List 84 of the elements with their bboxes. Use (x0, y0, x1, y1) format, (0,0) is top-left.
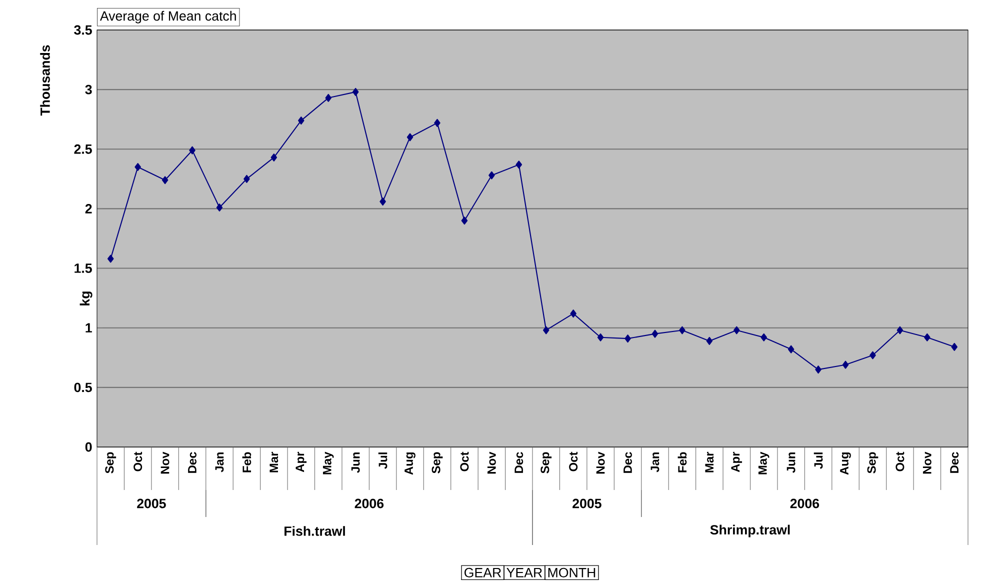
point (162, 176, 168, 184)
point (298, 116, 304, 125)
point (107, 254, 114, 263)
text: 2005 (572, 498, 602, 508)
x-tick-label: Oct (460, 452, 469, 472)
text: MONTH (548, 568, 596, 578)
point (542, 326, 550, 334)
point (679, 326, 686, 334)
y-tick-label: 1.5 (74, 264, 92, 273)
x-tick-label: May (758, 452, 770, 474)
point (924, 333, 930, 342)
point (488, 171, 495, 180)
x-tick-label: Dec (624, 452, 632, 473)
text: Shrimp.trawl (710, 524, 790, 538)
point (352, 88, 359, 96)
x-tick-label: Feb (678, 452, 687, 472)
y-tick-label: 1 (86, 323, 92, 332)
point (624, 334, 631, 343)
point (760, 333, 767, 342)
point (734, 326, 740, 334)
point (652, 330, 658, 338)
x-tick-label: Jan (215, 452, 224, 472)
point (270, 153, 278, 162)
x-tick-label: Feb (242, 452, 252, 472)
point (134, 163, 141, 172)
point (216, 204, 223, 212)
point (896, 326, 904, 334)
point (951, 342, 958, 351)
point (788, 345, 794, 354)
text: Average of Mean catch (100, 10, 236, 24)
text: 2006 (790, 498, 820, 508)
point (815, 366, 822, 374)
y-tick-label: 2.5 (74, 144, 92, 154)
x-tick-label: Mar (705, 452, 714, 472)
y-axis-title: kg (80, 292, 92, 306)
x-tick-label: Jun (786, 452, 796, 473)
point (870, 351, 876, 360)
point (380, 198, 386, 206)
point (325, 94, 332, 102)
point (434, 118, 440, 127)
x-tick-label: Mar (270, 452, 278, 472)
x-tick-label: Dec (188, 452, 196, 473)
text: Thousands (40, 45, 50, 116)
point (461, 216, 468, 225)
x-tick-label: Sep (867, 452, 878, 474)
text: 2006 (354, 498, 384, 508)
point (570, 310, 576, 318)
x-tick-label: Jul (814, 452, 823, 469)
text: GEAR (464, 568, 502, 578)
x-tick-label: May (322, 452, 334, 474)
point (706, 336, 713, 345)
x-tick-label: Nov (487, 452, 496, 474)
x-tick-label: Aug (840, 452, 851, 475)
x-tick-label: Jul (378, 452, 388, 469)
point (244, 174, 250, 183)
point (842, 360, 849, 369)
x-tick-label: Jan (650, 452, 660, 472)
x-tick-label: Sep (105, 452, 116, 474)
x-tick-label: Sep (432, 452, 443, 474)
x-tick-label: Nov (596, 452, 605, 474)
text: 2005 (137, 498, 166, 508)
y-tick-label: 3.5 (74, 25, 92, 35)
text: YEAR (506, 568, 542, 578)
x-tick-label: Aug (404, 452, 416, 475)
x-tick-label: Oct (569, 452, 578, 472)
x-tick-label: Oct (134, 452, 142, 472)
x-tick-label: Nov (922, 452, 932, 474)
point (406, 133, 414, 142)
x-tick-label: Apr (731, 452, 742, 472)
x-tick-label: Nov (160, 452, 170, 474)
x-tick-label: Jun (351, 452, 360, 473)
point (597, 333, 604, 342)
x-tick-label: Sep (540, 452, 552, 474)
point (516, 160, 522, 169)
y-tick-label: 3 (85, 84, 92, 94)
x-tick-label: Dec (514, 452, 524, 473)
x-tick-label: Oct (896, 452, 904, 472)
text: Fish.trawl (284, 526, 345, 536)
x-tick-label: Dec (950, 452, 959, 473)
point (189, 146, 196, 154)
y-tick-label: 2 (85, 204, 92, 214)
y-tick-label: 0.5 (74, 382, 92, 392)
y-tick-label: 0 (85, 442, 92, 452)
x-tick-label: Apr (296, 452, 307, 472)
